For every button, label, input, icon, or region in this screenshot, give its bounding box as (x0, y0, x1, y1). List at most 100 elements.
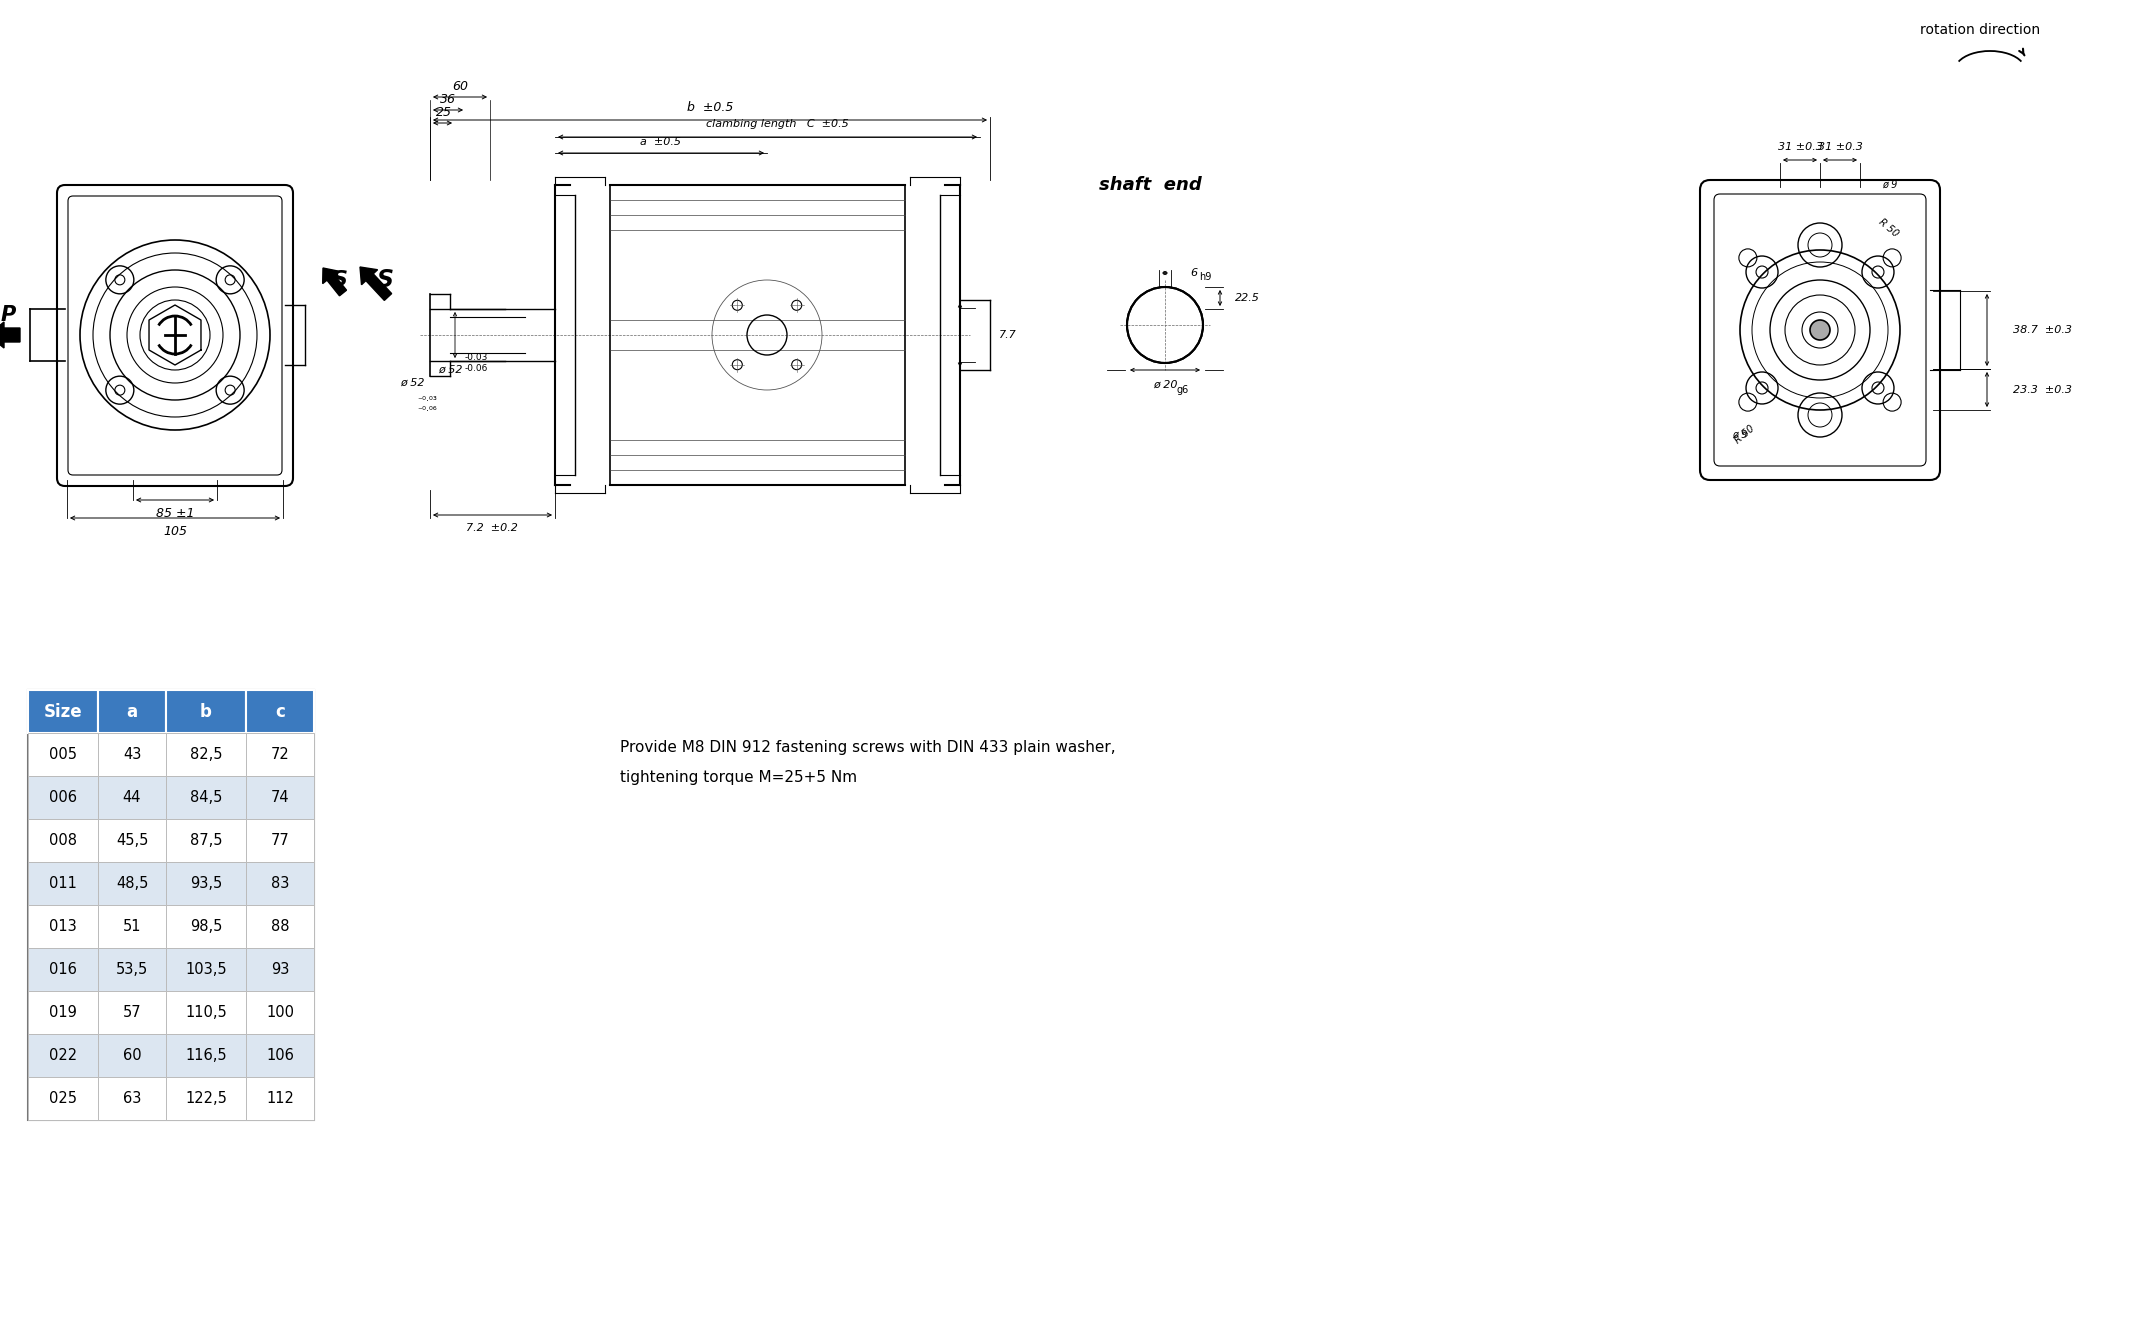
Text: 025: 025 (49, 1091, 77, 1106)
Bar (247, 1076, 313, 1120)
Text: 005: 005 (49, 747, 77, 763)
Text: 31 ±0.3: 31 ±0.3 (1818, 142, 1863, 152)
Bar (28, 1076, 99, 1120)
Bar (28, 690, 99, 733)
Text: b  ±0.5: b ±0.5 (686, 101, 733, 114)
Text: a  ±0.5: a ±0.5 (641, 136, 682, 147)
Text: h9: h9 (1198, 271, 1211, 282)
Text: 112: 112 (266, 1091, 294, 1106)
Bar (28, 776, 99, 820)
Text: Provide M8 DIN 912 fastening screws with DIN 433 plain washer,: Provide M8 DIN 912 fastening screws with… (620, 740, 1115, 755)
Text: 23.3  ±0.3: 23.3 ±0.3 (2013, 385, 2071, 395)
Text: R 50: R 50 (1876, 217, 1900, 240)
Text: 31 ±0.3: 31 ±0.3 (1777, 142, 1822, 152)
Text: 105: 105 (163, 524, 187, 538)
Text: 103,5: 103,5 (184, 963, 227, 977)
FancyArrow shape (0, 322, 19, 348)
Text: 016: 016 (49, 963, 77, 977)
Text: c: c (274, 703, 285, 720)
Bar (165, 690, 247, 733)
Text: ⁻⁰·⁰⁶: ⁻⁰·⁰⁶ (418, 405, 437, 414)
Text: 008: 008 (49, 833, 77, 847)
Bar (165, 906, 247, 948)
Text: 022: 022 (49, 1049, 77, 1063)
Text: tightening torque M=25+5 Nm: tightening torque M=25+5 Nm (620, 771, 858, 785)
Text: 63: 63 (122, 1091, 142, 1106)
Text: 57: 57 (122, 1005, 142, 1019)
Bar (247, 690, 313, 733)
Text: 88: 88 (270, 919, 289, 933)
Text: S: S (377, 267, 394, 293)
Bar (165, 862, 247, 906)
Text: 51: 51 (122, 919, 142, 933)
Bar (99, 690, 165, 733)
Bar (247, 948, 313, 990)
Text: 93: 93 (270, 963, 289, 977)
Bar (99, 1034, 165, 1076)
Bar (28, 990, 99, 1034)
Bar (247, 776, 313, 820)
Text: S: S (332, 270, 347, 290)
Bar (247, 990, 313, 1034)
Bar (247, 1034, 313, 1076)
Text: 77: 77 (270, 833, 289, 847)
Text: 22.5: 22.5 (1235, 293, 1261, 303)
Text: 013: 013 (49, 919, 77, 933)
Bar (99, 776, 165, 820)
Text: 45,5: 45,5 (116, 833, 148, 847)
Text: 106: 106 (266, 1049, 294, 1063)
Bar (247, 820, 313, 862)
Text: 60: 60 (452, 79, 467, 93)
Bar (165, 990, 247, 1034)
Circle shape (1810, 320, 1831, 340)
Bar (99, 862, 165, 906)
Bar (165, 1076, 247, 1120)
Text: 122,5: 122,5 (184, 1091, 227, 1106)
Text: ø 52: ø 52 (437, 365, 463, 375)
Text: b: b (199, 703, 212, 720)
Text: ø 52: ø 52 (399, 377, 425, 388)
Text: 98,5: 98,5 (191, 919, 223, 933)
Bar (28, 906, 99, 948)
Text: 82,5: 82,5 (191, 747, 223, 763)
FancyArrow shape (360, 267, 392, 301)
Text: 006: 006 (49, 790, 77, 805)
Text: P: P (0, 305, 15, 324)
Bar (28, 690, 313, 1120)
Bar (28, 733, 99, 776)
Text: 38.7  ±0.3: 38.7 ±0.3 (2013, 324, 2071, 335)
Bar (247, 862, 313, 906)
Bar (28, 948, 99, 990)
Text: 60: 60 (122, 1049, 142, 1063)
Bar (247, 906, 313, 948)
Text: 7.2  ±0.2: 7.2 ±0.2 (465, 523, 519, 534)
Bar (99, 990, 165, 1034)
Text: 83: 83 (270, 876, 289, 891)
Bar (28, 862, 99, 906)
Text: R 50: R 50 (1732, 424, 1756, 446)
Text: 93,5: 93,5 (191, 876, 223, 891)
Text: 44: 44 (122, 790, 142, 805)
Bar (28, 820, 99, 862)
Text: 7.7: 7.7 (999, 330, 1016, 340)
Text: 84,5: 84,5 (191, 790, 223, 805)
Text: 6: 6 (1190, 267, 1196, 278)
Text: 36: 36 (440, 93, 457, 106)
Text: 85 ±1: 85 ±1 (157, 507, 195, 519)
FancyArrow shape (324, 267, 347, 295)
Bar (165, 776, 247, 820)
Text: ø 9: ø 9 (1882, 180, 1897, 191)
Text: 53,5: 53,5 (116, 963, 148, 977)
Bar (165, 948, 247, 990)
Text: 25: 25 (435, 106, 452, 119)
Text: g6: g6 (1177, 385, 1190, 395)
Text: ø 20: ø 20 (1153, 380, 1177, 391)
Text: 48,5: 48,5 (116, 876, 148, 891)
Text: 110,5: 110,5 (184, 1005, 227, 1019)
Bar (28, 1034, 99, 1076)
Text: -0.03
-0.06: -0.03 -0.06 (465, 354, 489, 372)
Text: shaft  end: shaft end (1098, 176, 1201, 195)
Bar (99, 733, 165, 776)
Text: 100: 100 (266, 1005, 294, 1019)
Bar (165, 820, 247, 862)
